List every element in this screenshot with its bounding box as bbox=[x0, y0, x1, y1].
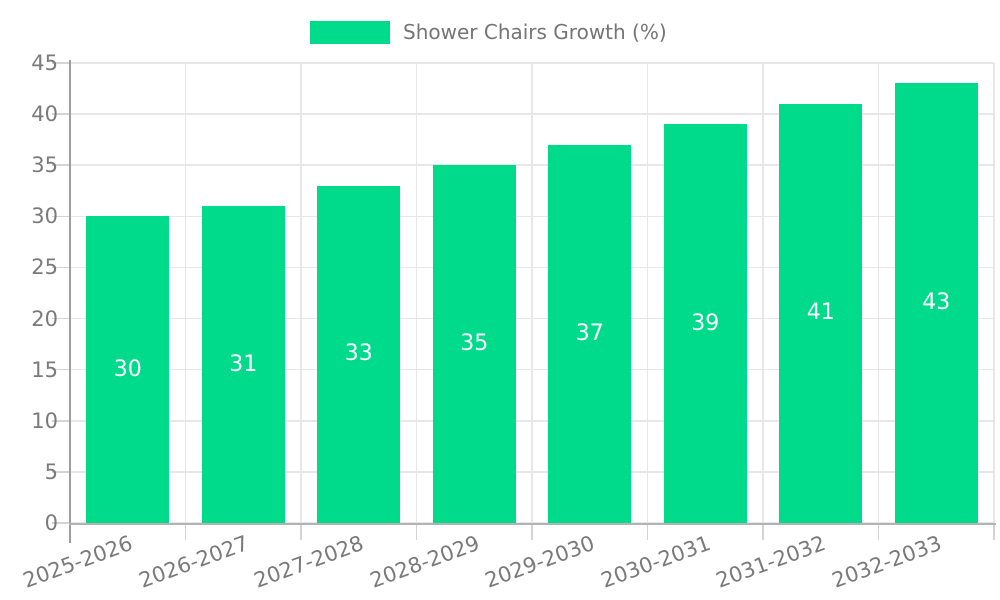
y-axis-tick bbox=[52, 368, 70, 371]
gridline-vertical bbox=[531, 63, 533, 523]
bar bbox=[548, 144, 632, 523]
x-axis-tick bbox=[415, 523, 418, 540]
y-axis-tick-label: 15 bbox=[31, 357, 58, 382]
x-axis-tick-label: 2028-2029 bbox=[366, 531, 483, 593]
y-axis-tick-label: 35 bbox=[31, 153, 58, 178]
y-axis-tick-label: 10 bbox=[31, 408, 58, 433]
legend-label: Shower Chairs Growth (%) bbox=[403, 20, 667, 44]
x-axis-line bbox=[69, 523, 996, 525]
y-axis-tick bbox=[52, 317, 70, 320]
x-axis-tick bbox=[646, 523, 649, 540]
x-axis-tick bbox=[762, 523, 764, 540]
bar-value-label: 41 bbox=[806, 300, 835, 326]
bar bbox=[86, 216, 170, 523]
gridline-vertical bbox=[762, 63, 764, 523]
y-axis-tick bbox=[52, 420, 70, 422]
legend-swatch bbox=[310, 20, 390, 44]
y-axis-tick-label: 0 bbox=[44, 511, 58, 535]
x-axis-tick bbox=[993, 523, 995, 540]
x-axis-tick-label: 2031-2032 bbox=[713, 531, 829, 593]
x-axis-tick-label: 2027-2028 bbox=[251, 531, 367, 593]
y-axis-tick bbox=[52, 522, 70, 524]
y-axis-tick-label: 25 bbox=[31, 255, 58, 280]
y-axis-tick bbox=[52, 215, 70, 218]
x-axis-tick bbox=[184, 523, 187, 540]
bar bbox=[663, 124, 747, 523]
bar-value-label: 31 bbox=[229, 351, 258, 377]
gridline-vertical bbox=[993, 63, 995, 523]
bar bbox=[432, 165, 516, 523]
bar-value-label: 35 bbox=[460, 331, 489, 357]
y-axis-tick bbox=[52, 113, 70, 115]
y-axis-tick-label: 30 bbox=[31, 204, 58, 229]
bar-value-label: 43 bbox=[922, 290, 951, 316]
x-axis-tick-label: 2029-2030 bbox=[482, 531, 598, 593]
bar bbox=[317, 185, 401, 523]
bar-value-label: 30 bbox=[113, 356, 142, 382]
x-axis-tick-label: 2030-2031 bbox=[597, 531, 714, 593]
x-axis-tick bbox=[531, 523, 533, 540]
bar bbox=[201, 206, 285, 523]
y-axis-tick-label: 40 bbox=[31, 102, 58, 127]
x-axis-tick bbox=[300, 523, 302, 540]
bar bbox=[779, 103, 863, 523]
y-axis-tick bbox=[52, 266, 70, 269]
y-axis-tick bbox=[52, 164, 70, 166]
chart-legend: Shower Chairs Growth (%) bbox=[310, 20, 667, 44]
bar-value-label: 37 bbox=[575, 320, 604, 346]
x-axis-tick bbox=[877, 523, 880, 540]
gridline-vertical bbox=[300, 63, 302, 523]
bar bbox=[894, 83, 978, 523]
y-axis-tick-label: 20 bbox=[31, 306, 58, 331]
gridline-vertical bbox=[646, 63, 649, 523]
y-axis-tick bbox=[52, 62, 70, 64]
y-axis-tick-label: 5 bbox=[44, 459, 58, 484]
bar-value-label: 39 bbox=[691, 310, 720, 336]
y-axis-line bbox=[69, 60, 71, 543]
x-axis-tick-label: 2025-2026 bbox=[20, 531, 136, 593]
gridline-vertical bbox=[877, 63, 880, 523]
gridline-vertical bbox=[184, 63, 187, 523]
bar-value-label: 33 bbox=[344, 341, 373, 367]
x-axis-tick-label: 2032-2033 bbox=[828, 531, 945, 593]
x-axis-tick-label: 2026-2027 bbox=[135, 531, 252, 593]
gridline-vertical bbox=[415, 63, 418, 523]
y-axis-tick bbox=[52, 471, 70, 473]
y-axis-tick-label: 45 bbox=[31, 51, 58, 75]
